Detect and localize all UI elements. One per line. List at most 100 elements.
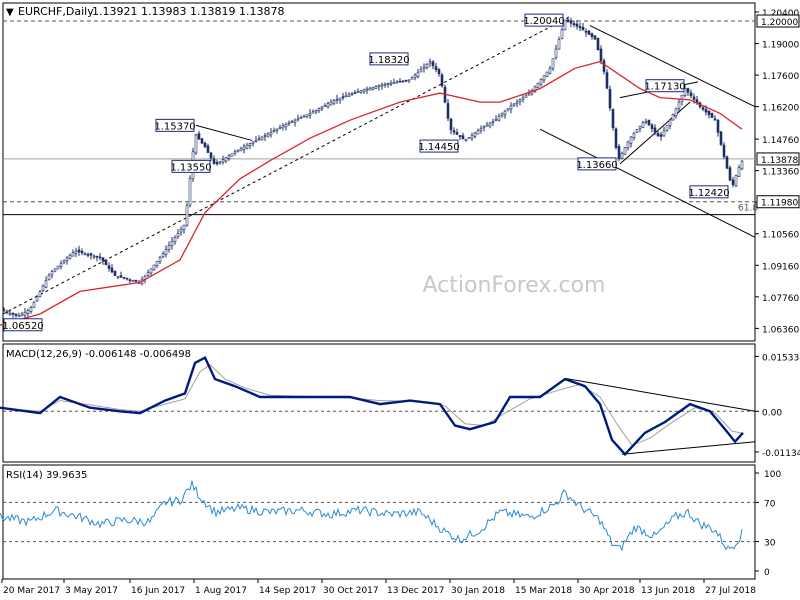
candle-body (437, 69, 441, 75)
candle-body (164, 249, 168, 255)
candle-body (263, 135, 267, 137)
candle-body (248, 143, 252, 146)
candle-body (524, 95, 528, 98)
candle-body (356, 91, 360, 93)
price-annotation-box (645, 79, 685, 93)
candle-body (677, 101, 681, 109)
candle-body (14, 313, 18, 316)
price-annotation-label: 1.17130 (644, 82, 685, 93)
candle-body (200, 138, 204, 144)
candle-body (203, 142, 207, 148)
candle-body (389, 82, 393, 85)
candle-body (80, 250, 84, 254)
candle-body (413, 74, 417, 79)
x-axis-label: 27 Jul 2018 (705, 586, 756, 596)
candle-body (458, 135, 462, 137)
symbol-label: EURCHF,Daily (18, 5, 94, 18)
macd-trendline-lower (621, 441, 756, 455)
candle-body (116, 276, 120, 278)
candle-body (284, 123, 288, 128)
candle-body (323, 105, 327, 107)
candle-body (659, 134, 663, 137)
candle-body (275, 128, 279, 131)
candle-body (599, 48, 603, 61)
x-axis-label: 13 Jun 2018 (641, 586, 695, 596)
x-axis-label: 30 Apr 2018 (579, 586, 635, 596)
candle-body (518, 99, 522, 103)
candle-body (404, 79, 408, 82)
rising-trendline (2, 16, 571, 315)
candle-body (488, 122, 492, 127)
candle-body (620, 152, 624, 159)
price-axis-label: 1.07760 (762, 294, 799, 304)
x-axis-label: 13 Dec 2017 (387, 586, 445, 596)
candle-body (335, 98, 339, 101)
candle-body (740, 160, 744, 170)
price-annotation-box (155, 118, 195, 132)
candle-body (581, 26, 585, 31)
candle-body (194, 134, 198, 154)
candle-body (449, 118, 453, 131)
x-axis-label: 30 Jan 2018 (451, 586, 505, 596)
candle-body (470, 134, 474, 139)
candle-body (656, 132, 660, 137)
price-annotation-label: 1.15370 (154, 121, 195, 132)
dropdown-arrow-icon[interactable]: ▼ (6, 7, 14, 18)
candle-body (107, 265, 111, 269)
candle-body (350, 93, 354, 96)
candle-body (629, 136, 633, 144)
rsi-axis-label: 0 (764, 568, 770, 578)
candle-body (62, 260, 66, 263)
candle-body (455, 132, 459, 135)
candle-body (92, 255, 96, 258)
candle-body (347, 94, 351, 97)
candle-body (398, 80, 402, 83)
candle-body (386, 83, 390, 85)
candle-body (707, 110, 711, 116)
candle-body (407, 79, 411, 82)
candle-body (32, 301, 36, 308)
price-axis-label: 1.09160 (762, 262, 799, 272)
candle-body (17, 315, 21, 317)
candle-body (584, 30, 588, 33)
price-level-tag-label: 1.11980 (761, 199, 798, 209)
candle-body (50, 271, 54, 276)
price-annotation-box (171, 159, 211, 173)
candle-body (401, 80, 405, 83)
candle-body (53, 268, 57, 272)
candle-body (122, 276, 126, 279)
price-annotation-box (3, 318, 43, 332)
candle-body (572, 23, 576, 26)
candle-body (98, 256, 102, 259)
candle-body (587, 30, 591, 35)
candle-body (5, 311, 9, 313)
candle-body (272, 130, 276, 132)
channel-upper-line (589, 25, 756, 108)
price-axis-label: 1.19000 (762, 41, 799, 51)
candle-body (377, 85, 381, 88)
candle-body (293, 119, 297, 123)
candle-body (542, 75, 546, 81)
candle-body (668, 119, 672, 126)
price-annotation-box (689, 185, 729, 199)
candle-body (101, 257, 105, 262)
candle-body (128, 279, 132, 281)
candle-body (410, 77, 414, 80)
candle-body (638, 125, 642, 129)
candle-body (692, 96, 696, 100)
candle-body (65, 257, 69, 262)
candle-body (113, 270, 117, 276)
candle-body (539, 79, 543, 85)
candle-body (521, 97, 525, 100)
candle-body (245, 144, 249, 149)
candle-body (152, 264, 156, 271)
x-axis-label: 15 Mar 2018 (515, 586, 572, 596)
candle-body (149, 268, 153, 274)
price-annotation-box (577, 157, 617, 171)
x-axis-label: 16 Jun 2017 (131, 586, 185, 596)
candle-body (701, 107, 705, 110)
macd-axis-label: 0.00 (762, 408, 782, 418)
candle-body (476, 130, 480, 135)
price-level-tag-label: 1.13878 (761, 156, 798, 166)
